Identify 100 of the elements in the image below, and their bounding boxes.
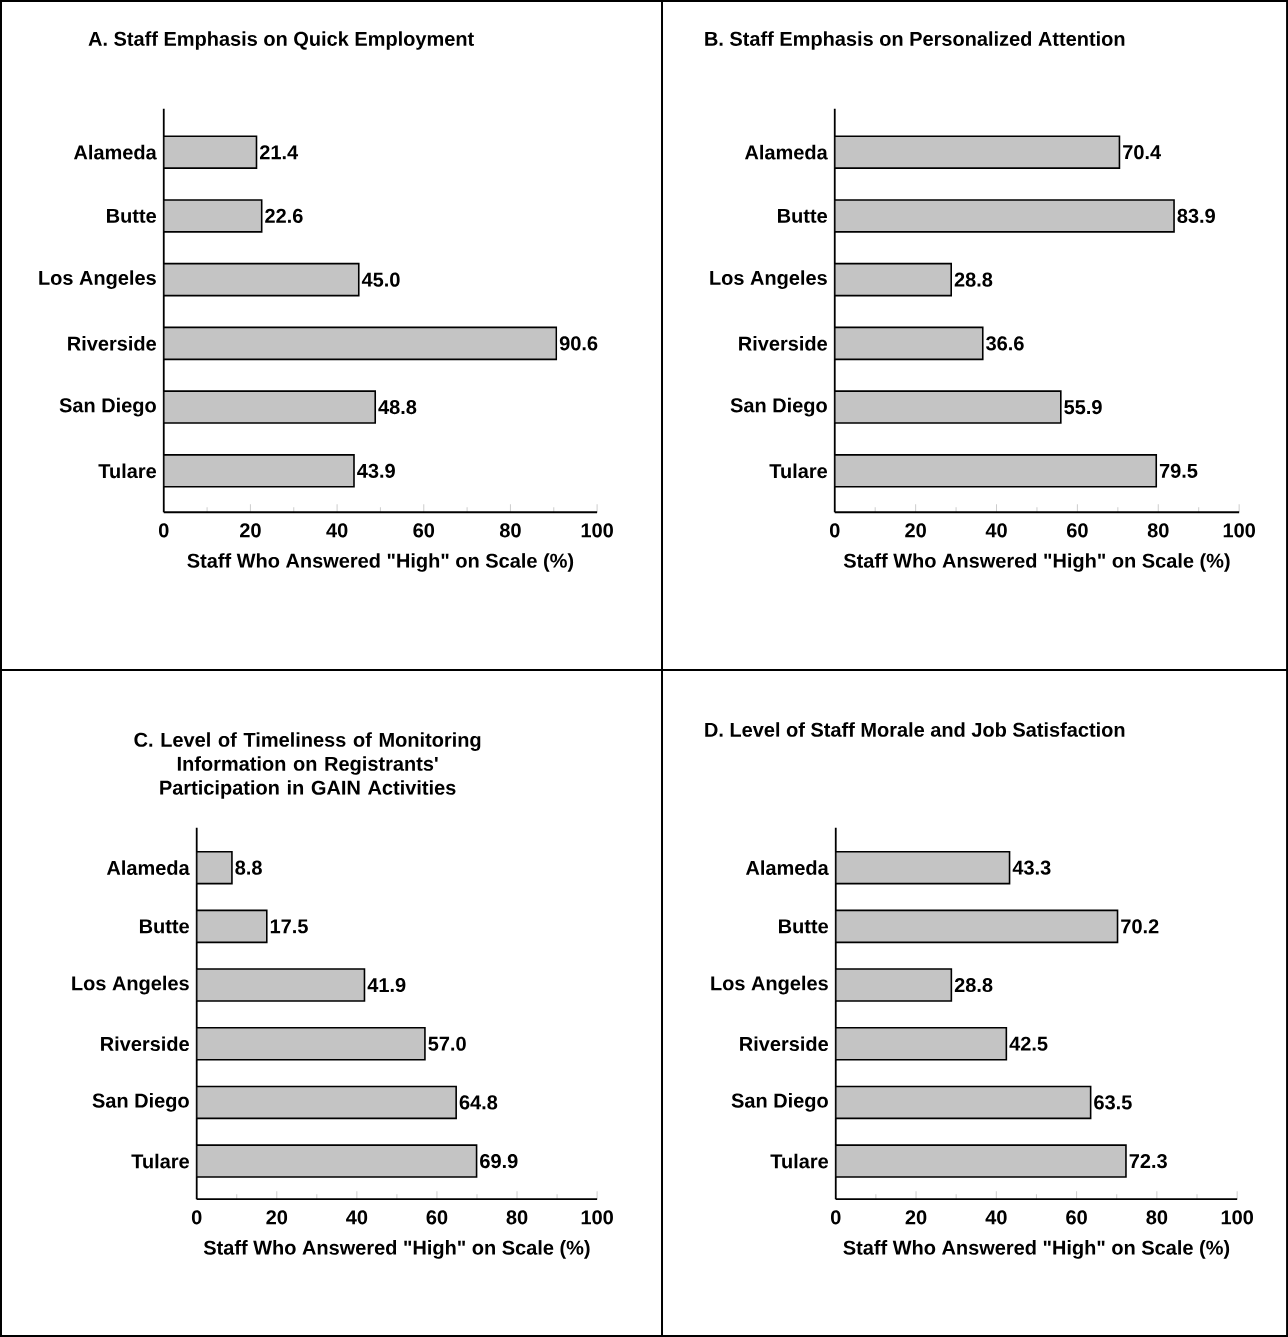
data-label: 8.8 (235, 860, 262, 875)
y-tick-label: Riverside (101, 1036, 189, 1052)
chart-title: A. Staff Emphasis on Quick Employment (88, 31, 474, 50)
x-tick-label: 0 (830, 1210, 841, 1225)
y-tick-label: Alameda (744, 144, 828, 160)
bar (196, 909, 268, 944)
y-tick-label: Riverside (740, 1036, 828, 1052)
data-label: 36.6 (986, 336, 1024, 351)
x-tick-label: 80 (506, 1210, 528, 1225)
y-tick-label: San Diego (730, 397, 827, 417)
data-label: 72.3 (1129, 1154, 1167, 1169)
bar (834, 135, 1121, 169)
data-label: 57.0 (428, 1036, 466, 1051)
data-label: 63.5 (1094, 1095, 1132, 1110)
y-tick-label: Los Angeles (710, 270, 827, 289)
y-tick-label: Alameda (745, 860, 829, 876)
x-axis-title: Staff Who Answered "High" on Scale (%) (843, 553, 1230, 572)
data-label: 42.5 (1009, 1036, 1048, 1051)
x-tick-label: 100 (1223, 523, 1255, 538)
y-tick-label: Riverside (739, 336, 827, 351)
x-tick-label: 80 (1146, 1210, 1168, 1225)
y-tick-label: Butte (778, 919, 828, 934)
bar (834, 454, 1158, 488)
bar (835, 1144, 1127, 1178)
x-axis-title: Staff Who Answered "High" on Scale (%) (187, 553, 574, 572)
data-label: 70.4 (1123, 145, 1161, 160)
data-label: 22.6 (265, 208, 303, 223)
x-tick-label: 80 (1147, 523, 1169, 538)
y-tick-label: Tulare (131, 1153, 189, 1169)
x-tick-label: 100 (581, 523, 613, 538)
data-label: 90.6 (559, 336, 598, 351)
x-tick-label: 60 (426, 1210, 448, 1225)
data-label: 43.9 (357, 463, 395, 478)
data-label: 70.2 (1121, 919, 1159, 934)
bar (835, 1026, 1008, 1061)
y-tick-label: Tulare (98, 463, 156, 479)
y-tick-label: Butte (139, 919, 189, 934)
bar (835, 909, 1119, 944)
x-tick-label: 60 (413, 523, 435, 538)
bar (196, 1026, 426, 1061)
bar (163, 135, 258, 169)
x-tick-label: 0 (829, 523, 840, 538)
x-tick-label: 100 (581, 1210, 613, 1225)
bar (163, 199, 263, 233)
x-tick-label: 40 (985, 523, 1007, 538)
data-label: 41.9 (367, 977, 406, 993)
data-label: 17.5 (270, 919, 308, 934)
bar (163, 454, 355, 488)
x-tick-label: 40 (346, 1210, 368, 1225)
bar (196, 1085, 457, 1120)
y-tick-label: Los Angeles (39, 270, 156, 289)
y-tick-label: Tulare (770, 1153, 828, 1169)
bar (834, 326, 984, 361)
data-label: 21.4 (259, 145, 299, 160)
data-label: 69.9 (480, 1154, 518, 1169)
y-tick-label: Tulare (769, 463, 827, 479)
y-tick-label: Butte (777, 208, 827, 223)
bar (834, 199, 1175, 233)
y-tick-label: Alameda (73, 144, 157, 160)
x-tick-label: 80 (499, 523, 521, 538)
data-label: 28.8 (954, 272, 993, 287)
bar (163, 390, 376, 424)
x-tick-label: 100 (1221, 1210, 1253, 1225)
bar (163, 262, 360, 297)
y-tick-label: Los Angeles (711, 975, 828, 995)
x-tick-label: 40 (326, 523, 348, 538)
data-label: 64.8 (459, 1095, 498, 1110)
y-tick-label: San Diego (59, 397, 156, 417)
bar (835, 968, 953, 1002)
y-tick-label: San Diego (731, 1093, 828, 1112)
data-label: 79.5 (1159, 463, 1198, 478)
y-tick-label: Los Angeles (72, 975, 189, 995)
bar (835, 850, 1011, 885)
x-axis-title: Staff Who Answered "High" on Scale (%) (843, 1240, 1230, 1259)
data-label: 28.8 (954, 977, 993, 993)
x-tick-label: 40 (985, 1210, 1007, 1225)
x-tick-label: 60 (1066, 1210, 1087, 1225)
bar (834, 390, 1062, 424)
x-tick-label: 20 (905, 523, 926, 538)
data-label: 55.9 (1064, 400, 1102, 415)
data-label: 48.8 (378, 400, 417, 415)
y-tick-label: San Diego (92, 1093, 189, 1112)
data-label: 43.3 (1012, 860, 1051, 875)
chart-title: D. Level of Staff Morale and Job Satisfaction (705, 722, 1125, 737)
y-tick-label: Riverside (68, 336, 156, 351)
bar (196, 1144, 478, 1178)
data-label: 83.9 (1177, 208, 1215, 223)
data-label: 45.0 (361, 272, 400, 287)
y-tick-label: Butte (106, 208, 156, 223)
bar (196, 850, 233, 885)
bar (196, 968, 366, 1002)
x-tick-label: 20 (905, 1210, 927, 1225)
bar (163, 326, 558, 361)
chart-title: C. Level of Timeliness of Monitoring Information on Registrants' Participation in GAIN Activities (134, 732, 481, 799)
x-tick-label: 60 (1066, 523, 1088, 538)
x-tick-label: 0 (158, 523, 169, 538)
x-tick-label: 0 (191, 1210, 202, 1225)
x-tick-label: 20 (266, 1210, 288, 1225)
x-axis-title: Staff Who Answered "High" on Scale (%) (203, 1240, 590, 1259)
y-tick-label: Alameda (106, 860, 190, 876)
